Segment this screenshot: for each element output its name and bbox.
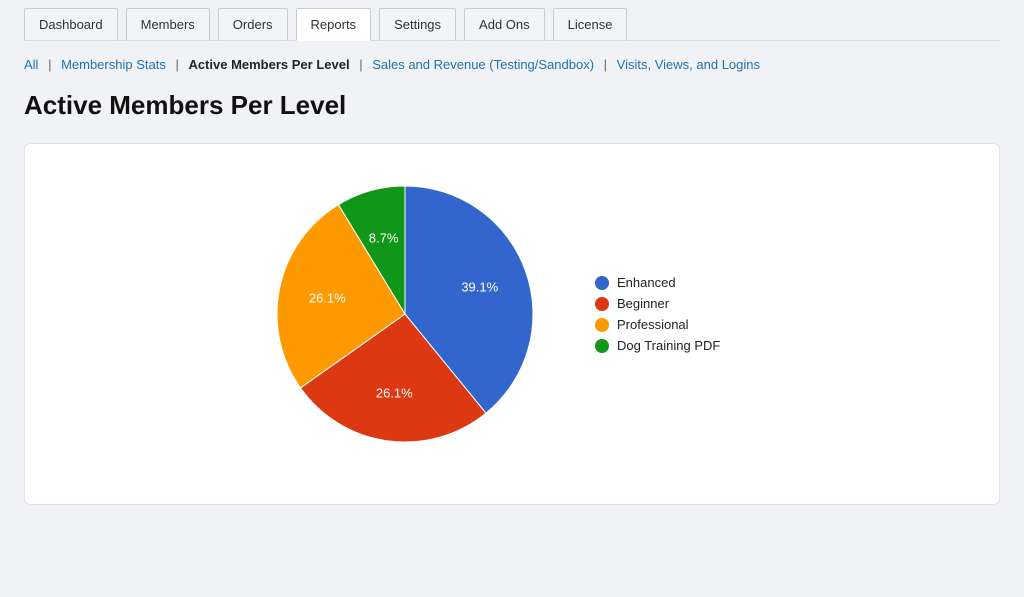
subnav-separator: | [44, 57, 55, 72]
pie-chart: 39.1%26.1%26.1%8.7% [275, 184, 535, 444]
legend-label: Professional [617, 317, 689, 332]
chart-legend: Enhanced Beginner Professional Dog Training… [595, 275, 720, 353]
legend-swatch [595, 297, 609, 311]
legend-item-enhanced[interactable]: Enhanced [595, 275, 720, 290]
subnav-sales-and-revenue-testing-sandbox-[interactable]: Sales and Revenue (Testing/Sandbox) [372, 57, 594, 72]
legend-label: Enhanced [617, 275, 676, 290]
reports-subnav: All | Membership Stats | Active Members … [24, 57, 1000, 72]
legend-label: Dog Training PDF [617, 338, 720, 353]
legend-swatch [595, 276, 609, 290]
subnav-active-members-per-level: Active Members Per Level [188, 57, 349, 72]
tab-dashboard[interactable]: Dashboard [24, 8, 118, 41]
legend-item-professional[interactable]: Professional [595, 317, 720, 332]
subnav-separator: | [172, 57, 183, 72]
subnav-visits-views-and-logins[interactable]: Visits, Views, and Logins [617, 57, 760, 72]
tab-members[interactable]: Members [126, 8, 210, 41]
subnav-separator: | [600, 57, 611, 72]
tab-settings[interactable]: Settings [379, 8, 456, 41]
legend-swatch [595, 318, 609, 332]
legend-label: Beginner [617, 296, 669, 311]
legend-item-dog-training-pdf[interactable]: Dog Training PDF [595, 338, 720, 353]
page-title: Active Members Per Level [24, 90, 1000, 121]
legend-swatch [595, 339, 609, 353]
legend-item-beginner[interactable]: Beginner [595, 296, 720, 311]
subnav-membership-stats[interactable]: Membership Stats [61, 57, 166, 72]
chart-card: 39.1%26.1%26.1%8.7% Enhanced Beginner Prof… [24, 143, 1000, 505]
tab-reports[interactable]: Reports [296, 8, 372, 41]
tab-add-ons[interactable]: Add Ons [464, 8, 545, 41]
subnav-all[interactable]: All [24, 57, 38, 72]
tab-orders[interactable]: Orders [218, 8, 288, 41]
main-tabs: DashboardMembersOrdersReportsSettingsAdd… [24, 0, 1000, 41]
tab-license[interactable]: License [553, 8, 628, 41]
subnav-separator: | [356, 57, 367, 72]
